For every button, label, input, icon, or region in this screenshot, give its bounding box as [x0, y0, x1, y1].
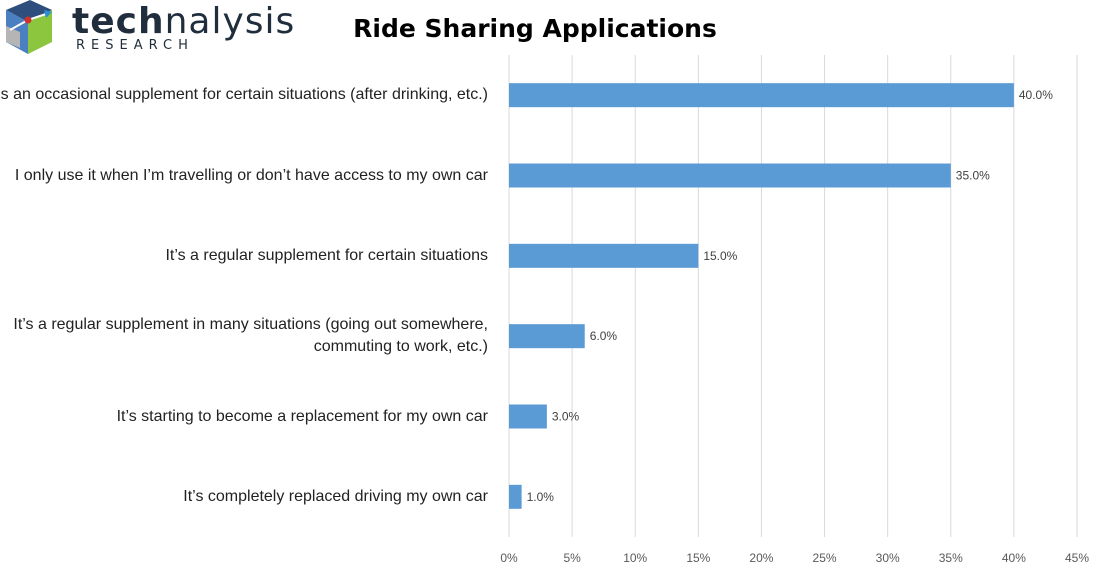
- category-label: I only use it when I’m travelling or don…: [0, 165, 488, 187]
- category-label: It’s a regular supplement for certain si…: [0, 245, 488, 267]
- bar: [509, 484, 522, 509]
- data-label: 15.0%: [703, 249, 737, 263]
- brand-subtitle: RESEARCH: [76, 38, 194, 53]
- x-tick-label: 45%: [1065, 551, 1089, 565]
- x-tick-label: 0%: [500, 551, 518, 565]
- category-label-line: It’s an occasional supplement for certai…: [0, 86, 488, 104]
- x-tick-label: 40%: [1002, 551, 1026, 565]
- x-tick-label: 30%: [876, 551, 900, 565]
- x-tick-label: 15%: [686, 551, 710, 565]
- data-label: 1.0%: [527, 490, 555, 504]
- category-label-line: commuting to work, etc.): [313, 338, 488, 356]
- bar: [509, 404, 547, 429]
- x-tick-label: 25%: [813, 551, 837, 565]
- brand-name: technalysis: [72, 2, 295, 42]
- bar: [509, 324, 585, 349]
- category-label: It’s an occasional supplement for certai…: [0, 84, 488, 106]
- chart-title: Ride Sharing Applications: [353, 14, 717, 43]
- x-tick-label: 20%: [749, 551, 773, 565]
- technalysis-logo: technalysis RESEARCH: [0, 0, 300, 60]
- data-label: 35.0%: [956, 169, 990, 183]
- category-label: It’s starting to become a replacement fo…: [0, 406, 488, 428]
- bar: [509, 243, 699, 268]
- bar: [509, 163, 951, 188]
- brand-name-bold: tech: [72, 1, 165, 42]
- category-label-line: It’s a regular supplement in many situat…: [13, 316, 488, 334]
- category-label-line: I only use it when I’m travelling or don…: [14, 166, 488, 184]
- data-label: 40.0%: [1019, 88, 1053, 102]
- category-label: It’s a regular supplement in many situat…: [0, 314, 488, 358]
- logo-cube-icon: [6, 0, 52, 54]
- x-tick-label: 35%: [939, 551, 963, 565]
- category-label: It’s completely replaced driving my own …: [0, 486, 488, 508]
- category-label-line: It’s starting to become a replacement fo…: [116, 407, 488, 425]
- category-label-line: It’s a regular supplement for certain si…: [165, 246, 488, 264]
- x-tick-label: 5%: [563, 551, 581, 565]
- data-label: 6.0%: [590, 329, 618, 343]
- brand-name-light: nalysis: [164, 1, 296, 42]
- data-label: 3.0%: [552, 410, 580, 424]
- category-label-line: It’s completely replaced driving my own …: [183, 487, 488, 505]
- bar: [509, 83, 1014, 108]
- x-tick-label: 10%: [623, 551, 647, 565]
